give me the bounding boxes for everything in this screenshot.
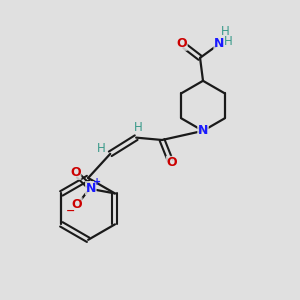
Text: N: N: [214, 37, 224, 50]
Text: N: N: [198, 124, 208, 137]
Text: H: H: [221, 25, 230, 38]
Text: O: O: [176, 37, 187, 50]
Text: O: O: [70, 166, 81, 179]
Text: H: H: [97, 142, 105, 155]
Text: +: +: [93, 177, 101, 187]
Text: O: O: [71, 198, 82, 211]
Text: −: −: [65, 206, 75, 216]
Text: O: O: [167, 157, 177, 169]
Text: H: H: [134, 121, 143, 134]
Text: H: H: [224, 35, 233, 48]
Text: N: N: [85, 182, 96, 195]
